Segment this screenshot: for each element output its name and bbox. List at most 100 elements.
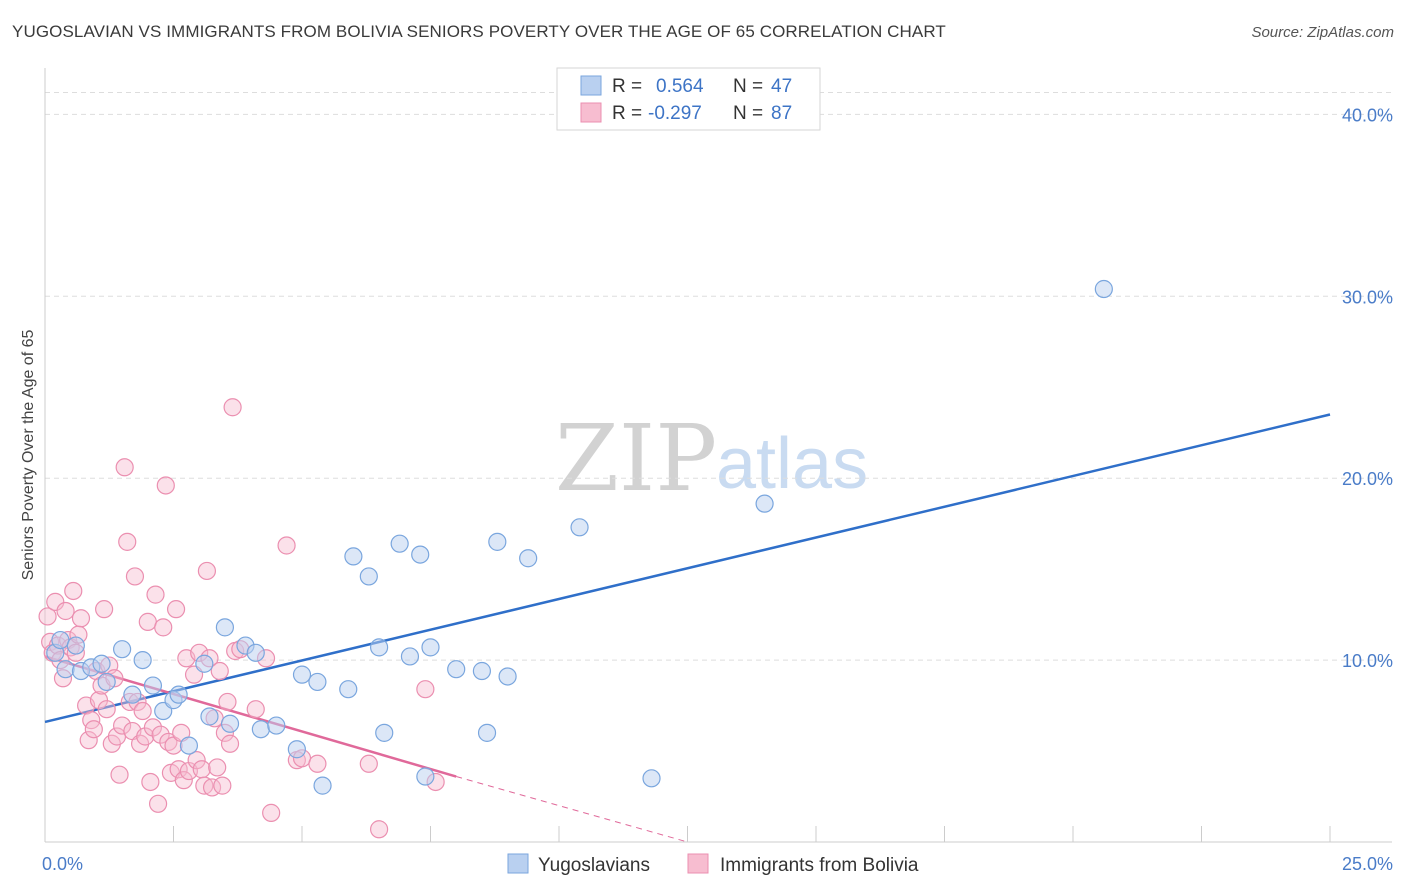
bottom-legend-swatch-blue [507, 853, 529, 874]
bolivia-point [192, 760, 211, 779]
yugoslavian-point [416, 767, 435, 786]
tick-labels: 10.0% 20.0% 30.0% 40.0% 0.0% 25.0% [42, 105, 1393, 874]
bolivia-point [220, 734, 240, 753]
chart-title: YUGOSLAVIAN VS IMMIGRANTS FROM BOLIVIA S… [12, 22, 946, 41]
yugoslavian-point [56, 660, 75, 679]
bolivia-point [210, 661, 229, 681]
watermark-atlas: atlas [716, 424, 868, 504]
bolivia-point [110, 765, 129, 784]
bolivia-point [359, 754, 378, 773]
legend-swatch-blue [580, 75, 602, 96]
yugoslavian-point [370, 638, 389, 657]
legend-n-label-1: N = [733, 76, 763, 97]
bolivia-point [197, 561, 217, 581]
watermark-zip: ZIP [555, 405, 717, 512]
bolivia-point [71, 609, 91, 628]
y-tick-label: 30.0% [1342, 287, 1393, 307]
yugoslavian-point [112, 640, 132, 659]
x-tick-label-start: 0.0% [42, 854, 83, 874]
bolivia-point [38, 607, 57, 626]
yugoslavian-point [390, 534, 409, 553]
bolivia-point [143, 718, 163, 737]
bolivia-point [370, 820, 389, 839]
watermark: ZIP atlas [555, 405, 868, 512]
yugoslavian-point [92, 654, 111, 673]
bolivia-point [148, 794, 168, 813]
series-yugoslavians [46, 279, 1113, 795]
bolivia-point [84, 720, 103, 739]
yugoslavian-point [123, 685, 142, 704]
legend-r-label-2: R = [612, 103, 642, 124]
bolivia-point [246, 700, 265, 719]
y-tick-label: 40.0% [1342, 105, 1393, 125]
bolivia-point [151, 725, 170, 744]
bolivia-point [218, 692, 237, 712]
bottom-legend-bolivia: Immigrants from Bolivia [720, 855, 919, 876]
yugoslavian-point [66, 636, 85, 655]
bolivia-point [138, 612, 157, 631]
legend-r-value-2: -0.297 [648, 103, 702, 124]
bottom-legend: Yugoslavians Immigrants from Bolivia [507, 853, 919, 876]
bolivia-point [79, 731, 98, 750]
y-tick-label: 10.0% [1342, 651, 1393, 671]
yugoslavian-point [421, 638, 440, 657]
bolivia-point [125, 567, 145, 586]
yugoslavian-point [339, 680, 358, 699]
bolivia-point [223, 398, 242, 417]
source-label: Source: ZipAtlas.com [1251, 24, 1394, 41]
yugoslavian-point [498, 667, 517, 686]
yugoslavian-point [411, 545, 430, 564]
bottom-legend-yugoslavians: Yugoslavians [538, 855, 650, 876]
yugoslavian-point [477, 723, 497, 742]
yugoslavian-point [133, 650, 152, 670]
yugoslavian-point [143, 676, 163, 695]
yugoslavian-point [51, 630, 70, 650]
yugoslavian-point [251, 720, 270, 739]
yugoslavian-point [755, 494, 774, 513]
bolivia-point [56, 601, 75, 621]
yugoslavian-point [488, 532, 507, 551]
yugoslavian-point [472, 661, 491, 681]
bolivia-point [95, 600, 114, 619]
bolivia-point [136, 727, 155, 746]
yugoslavian-point [292, 665, 312, 684]
trend-line-bolivia-extension [456, 776, 688, 843]
yugoslavian-point [215, 618, 234, 637]
x-tick-label-end: 25.0% [1342, 854, 1393, 874]
grid-lines [45, 92, 1392, 661]
yugoslavian-point [447, 660, 466, 679]
bolivia-point [97, 700, 116, 719]
yugoslavian-point [287, 740, 306, 759]
bolivia-point [156, 476, 175, 495]
bolivia-point [277, 536, 296, 555]
series-bolivia [38, 398, 445, 839]
bolivia-point [133, 701, 152, 721]
bolivia-point [118, 532, 137, 551]
yugoslavian-point [220, 714, 240, 733]
bolivia-point [308, 754, 327, 773]
yugoslavian-point [400, 647, 420, 666]
bolivia-point [154, 618, 173, 637]
bolivia-point [64, 581, 83, 601]
bolivia-point [416, 680, 435, 699]
y-tick-label: 20.0% [1342, 469, 1393, 489]
legend-n-value-2: 87 [771, 103, 792, 124]
yugoslavian-point [308, 672, 327, 692]
legend-swatch-pink [580, 102, 602, 123]
trend-line-yugoslavians [44, 413, 1331, 724]
legend-r-value-1: 0.564 [656, 76, 704, 97]
yugoslavian-point [267, 716, 286, 735]
yugoslavian-point [313, 776, 332, 795]
bolivia-point [166, 600, 186, 619]
yugoslavian-point [1094, 279, 1113, 299]
legend-n-label-2: N = [733, 103, 763, 124]
bolivia-point [46, 592, 65, 611]
yugoslavian-point [246, 643, 265, 662]
yugoslavian-point [570, 518, 589, 537]
yugoslavian-point [344, 547, 363, 566]
bolivia-point [141, 772, 160, 792]
yugoslavian-point [519, 549, 538, 568]
yugoslavian-point [200, 707, 219, 726]
legend-r-label-1: R = [612, 76, 642, 97]
